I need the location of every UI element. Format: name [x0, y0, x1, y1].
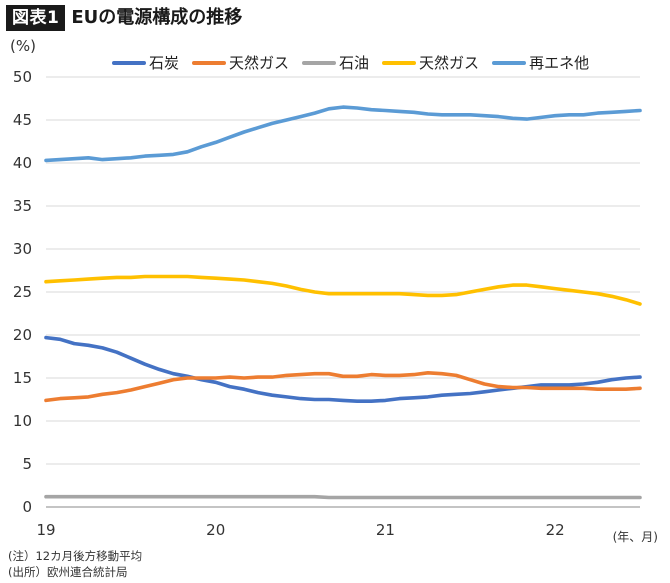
y-tick-label: 20 [13, 326, 32, 344]
legend-label: 再エネ他 [529, 54, 590, 72]
x-tick-label: 19 [36, 521, 55, 539]
note-source: (出所）欧州連合統計局 [8, 565, 128, 579]
series-line-3 [44, 274, 642, 306]
y-tick-label: 40 [13, 154, 32, 172]
y-tick-label: 30 [13, 240, 32, 258]
figure-label: 図表1 [6, 5, 66, 31]
x-axis-unit-label: (年、月) [612, 530, 658, 544]
series-line-2 [44, 494, 642, 500]
legend-label: 石油 [339, 54, 370, 72]
legend-item: 石油 [302, 52, 369, 73]
y-tick-label: 50 [13, 68, 32, 86]
chart-header: 図表1 EUの電源構成の推移 [6, 4, 242, 32]
x-tick-label: 20 [206, 521, 225, 539]
series-line-0 [44, 335, 642, 404]
series-line-4 [44, 105, 642, 163]
legend-swatch [492, 60, 527, 65]
x-tick-label: 21 [376, 521, 395, 539]
legend-item: 天然ガス [192, 52, 289, 73]
legend-label: 天然ガス [419, 54, 480, 72]
legend-swatch [302, 60, 337, 65]
y-tick-label: 35 [13, 197, 32, 215]
y-tick-label: 10 [13, 412, 32, 430]
y-tick-label: 25 [13, 283, 32, 301]
x-tick-label: 22 [546, 521, 565, 539]
y-tick-label: 5 [22, 455, 32, 473]
y-tick-label: 45 [13, 111, 32, 129]
legend-item: 再エネ他 [492, 52, 589, 73]
chart-title: EUの電源構成の推移 [71, 7, 243, 28]
chart-legend: 石炭 天然ガス 石油 天然ガス 再エネ他 [112, 52, 602, 73]
legend-label: 石炭 [149, 54, 180, 72]
legend-item: 石炭 [112, 52, 179, 73]
legend-item: 天然ガス [382, 52, 479, 73]
legend-swatch [112, 60, 146, 65]
legend-swatch [382, 60, 417, 65]
legend-label: 天然ガス [229, 54, 290, 72]
y-axis-unit-label: (%) [10, 37, 36, 55]
series-line-1 [44, 370, 642, 403]
chart-notes: (注）12カ月後方移動平均 (出所）欧州連合統計局 [8, 548, 142, 580]
y-tick-label: 15 [13, 369, 32, 387]
note-moving-average: (注）12カ月後方移動平均 [8, 549, 143, 563]
legend-swatch [192, 60, 227, 65]
y-tick-label: 0 [22, 498, 32, 516]
